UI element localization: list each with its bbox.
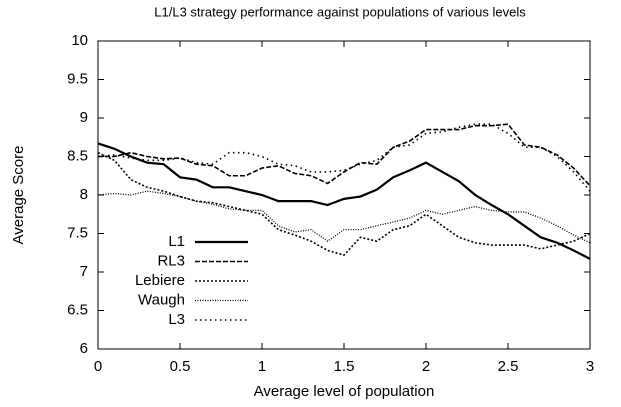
y-tick-label: 7 (80, 263, 88, 280)
y-tick-label: 8.5 (67, 147, 88, 164)
series-line (97, 151, 591, 256)
series-line (98, 123, 591, 187)
x-tick-label: 3 (586, 358, 594, 375)
x-tick-label: 2 (422, 358, 430, 375)
legend-label: L3 (168, 311, 185, 328)
legend-label: Waugh (138, 291, 185, 308)
legend-label: Lebiere (135, 272, 185, 289)
y-tick-label: 7.5 (67, 224, 88, 241)
x-tick-label: 2.5 (498, 358, 519, 375)
y-tick-label: 6.5 (67, 301, 88, 318)
series-line (97, 142, 591, 260)
x-tick-label: 1 (258, 358, 266, 375)
y-tick-label: 8 (80, 186, 88, 203)
y-tick-label: 6 (80, 340, 88, 357)
y-axis-title: Average Score (10, 146, 27, 245)
x-tick-label: 1.5 (334, 358, 355, 375)
series-line (97, 190, 591, 244)
y-tick-label: 10 (71, 32, 88, 49)
x-tick-label: 0.5 (170, 358, 191, 375)
y-tick-label: 9 (80, 109, 88, 126)
legend-label: RL3 (157, 252, 185, 269)
legend-label: L1 (168, 233, 185, 250)
x-tick-label: 0 (94, 358, 102, 375)
y-tick-label: 9.5 (67, 70, 88, 87)
x-axis-title: Average level of population (254, 383, 435, 400)
chart-title: L1/L3 strategy performance against popul… (154, 4, 526, 19)
